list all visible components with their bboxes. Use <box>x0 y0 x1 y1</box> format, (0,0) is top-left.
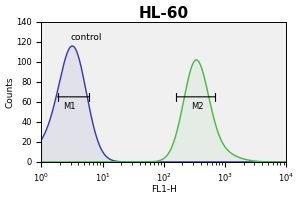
X-axis label: FL1-H: FL1-H <box>151 185 177 194</box>
Y-axis label: Counts: Counts <box>6 76 15 108</box>
Text: M2: M2 <box>191 102 203 111</box>
Title: HL-60: HL-60 <box>139 6 189 21</box>
Text: M1: M1 <box>63 102 75 111</box>
Text: control: control <box>71 33 102 42</box>
